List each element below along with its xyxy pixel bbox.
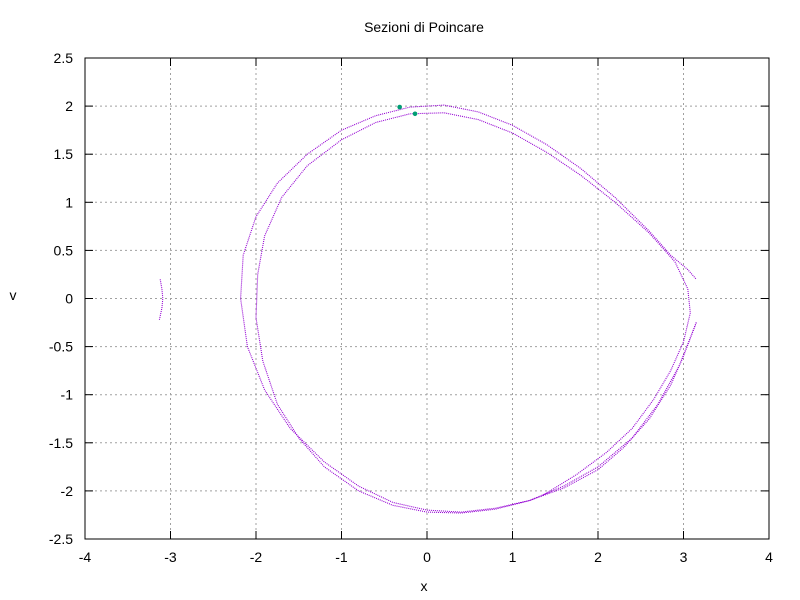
- y-tick-label: -1: [61, 387, 74, 403]
- y-tick-label: -2: [61, 483, 74, 499]
- series-curve-1: [240, 104, 697, 513]
- series-curve-2: [255, 112, 697, 514]
- x-tick-label: 2: [594, 549, 602, 565]
- y-tick-label: 0: [65, 291, 73, 307]
- y-tick-label: 1.5: [54, 146, 74, 162]
- series-curve-3: [158, 279, 164, 320]
- axis-ticks: -4 -3 -2 -1 0 1 2 3 4 -2.5 -2 -1.5 -1 -0.5 0 0.5 1 1.5 2 2.…: [49, 50, 773, 565]
- y-axis-label: v: [10, 287, 17, 303]
- y-tick-label: -1.5: [49, 435, 73, 451]
- y-tick-label: -0.5: [49, 339, 73, 355]
- x-tick-label: 1: [509, 549, 517, 565]
- y-tick-label: 1: [65, 194, 73, 210]
- x-tick-label: -1: [335, 549, 348, 565]
- y-tick-label: -2.5: [49, 531, 73, 547]
- x-tick-label: 4: [765, 549, 773, 565]
- x-tick-label: 0: [423, 549, 431, 565]
- x-axis-label: x: [421, 578, 428, 594]
- x-tick-label: -3: [164, 549, 177, 565]
- chart-title: Sezioni di Poincare: [364, 19, 484, 35]
- x-tick-label: -2: [250, 549, 263, 565]
- x-tick-label: 3: [680, 549, 688, 565]
- data-series: [158, 104, 697, 514]
- highlight-point: [412, 111, 418, 117]
- grid-lines: [85, 58, 769, 539]
- y-tick-label: 0.5: [54, 242, 74, 258]
- y-tick-label: 2.5: [54, 50, 74, 66]
- highlight-point: [397, 104, 402, 110]
- y-tick-label: 2: [65, 98, 73, 114]
- x-tick-label: -4: [79, 549, 92, 565]
